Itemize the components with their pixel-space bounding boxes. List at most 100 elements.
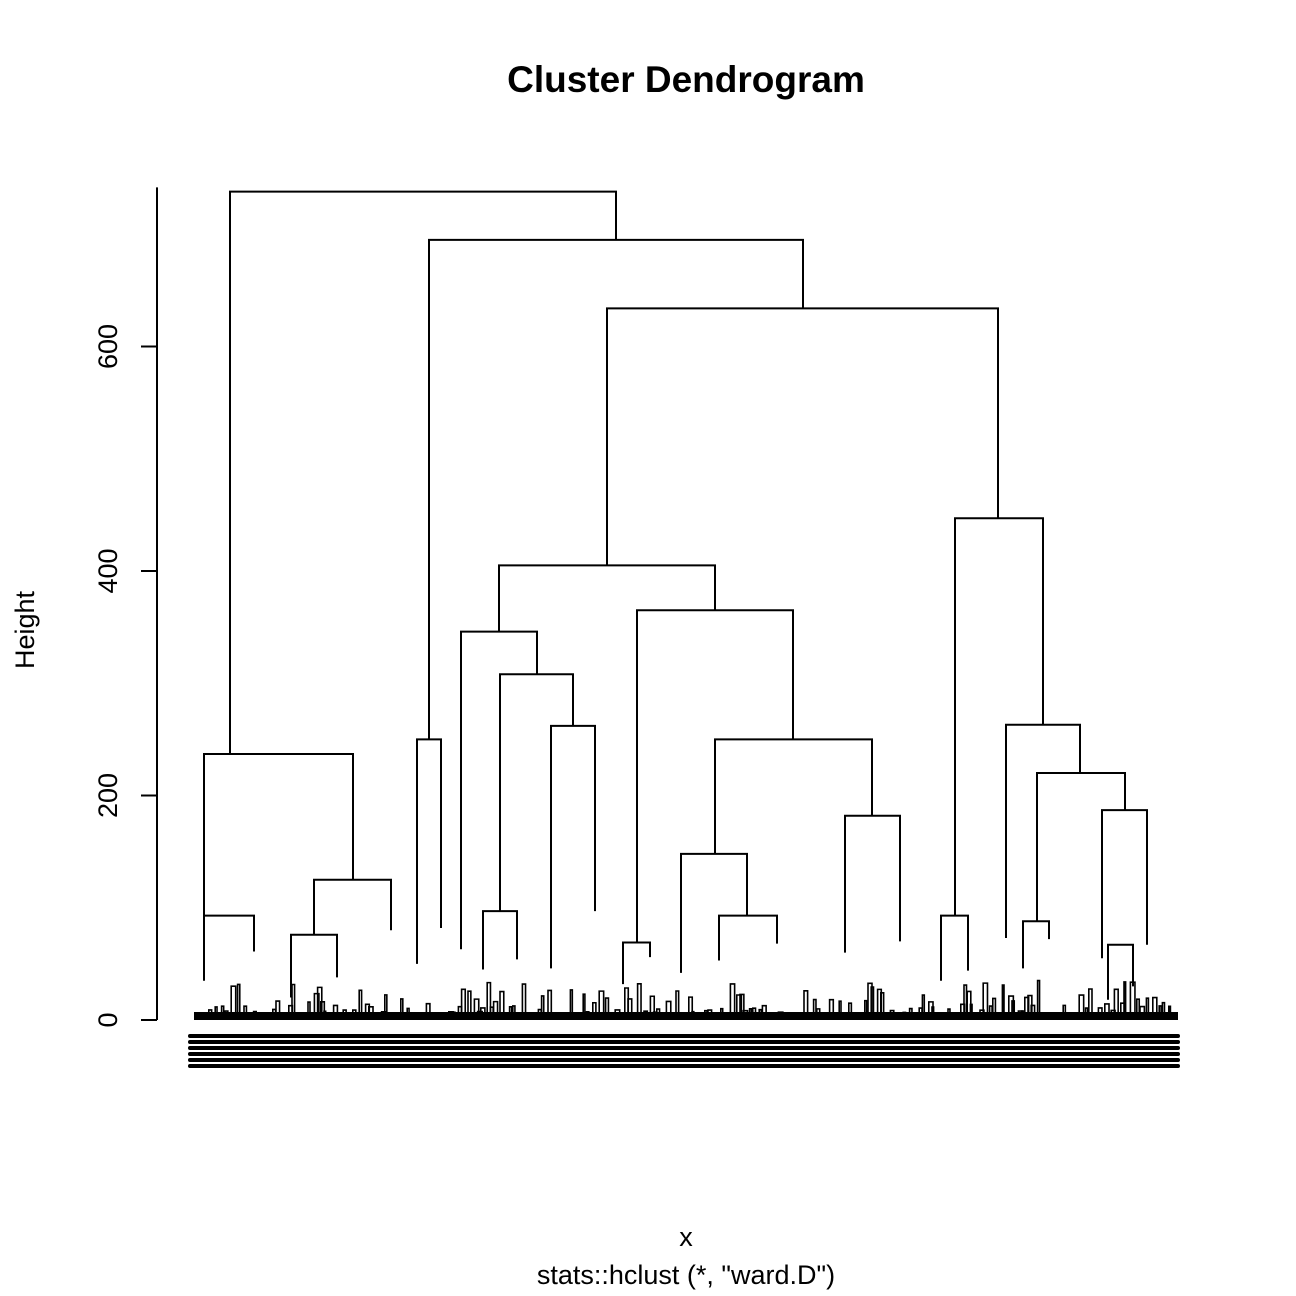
dendrogram-merge: [203, 914, 255, 981]
dendrogram-small-merge: [1011, 1000, 1016, 1016]
dendrogram-small-merge: [582, 993, 586, 1016]
dendrogram-merge: [1036, 772, 1126, 922]
y-tick-label: 600: [93, 324, 123, 369]
dendrogram-small-merge: [598, 990, 605, 1016]
dendrogram-small-merge: [511, 1005, 516, 1016]
dendrogram-small-merge: [220, 1005, 225, 1016]
dendrogram-small-merge: [649, 995, 656, 1016]
dendrogram-small-merge: [803, 989, 809, 1016]
dendrogram-merge: [606, 307, 999, 566]
dendrogram-merge: [482, 910, 518, 970]
dendrogram-small-merge: [838, 1000, 842, 1016]
dendrogram-small-merge: [291, 983, 296, 1016]
dendrogram-small-merge: [627, 998, 633, 1016]
dendrogram-small-merge: [739, 993, 745, 1016]
dendrogram-merge: [229, 190, 617, 754]
dendrogram-small-merge: [230, 985, 237, 1016]
dendrogram-small-merge: [1161, 1001, 1166, 1016]
leaf-label-band: [188, 1058, 1180, 1062]
dendrogram-small-merge: [828, 998, 835, 1016]
leaf-label-band: [188, 1064, 1180, 1068]
dendrogram-merge: [498, 564, 716, 632]
dendrogram-small-merge: [665, 1000, 672, 1016]
y-tick-label: 200: [93, 773, 123, 818]
dendrogram-small-merge: [275, 1000, 281, 1016]
dendrogram-small-merge: [1129, 981, 1136, 1016]
dendrogram-small-merge: [547, 989, 553, 1016]
leaf-labels: [188, 1034, 1180, 1068]
dendrogram-small-merge: [675, 990, 680, 1016]
chart-subtitle: stats::hclust (*, "ward.D"): [537, 1260, 835, 1290]
dendrogram-small-merge: [636, 983, 642, 1016]
dendrogram-small-merge: [460, 988, 467, 1016]
dendrogram-small-merge: [870, 986, 875, 1016]
dendrogram-small-merge: [969, 1003, 973, 1016]
dendrogram-small-merge: [492, 1000, 499, 1016]
dendrogram-small-merge: [243, 1005, 248, 1016]
dendrogram-small-merge: [992, 997, 997, 1016]
dendrogram-small-merge: [320, 1001, 326, 1016]
dendrogram-small-merge: [569, 989, 574, 1016]
dendrogram-small-merge: [604, 997, 610, 1016]
dendrogram-small-merge: [358, 989, 363, 1016]
dendrogram-small-merge: [400, 998, 404, 1016]
dendrogram-merge: [203, 752, 354, 916]
dendrogram-small-merge: [1113, 988, 1119, 1016]
dendrogram-merge: [499, 673, 574, 912]
dendrogram-merge: [622, 941, 651, 985]
dendrogram-merge: [954, 517, 1044, 916]
dendrogram-small-merge: [499, 990, 505, 1016]
dendrogram-merge: [940, 914, 969, 981]
dendrogram-merge: [718, 914, 778, 961]
dendrogram-small-merge: [1158, 1005, 1162, 1016]
leaf-label-band: [188, 1046, 1180, 1050]
dendrogram-small-merge: [1008, 995, 1015, 1016]
dendrogram-merge: [460, 630, 538, 950]
dendrogram-small-merge: [1097, 1007, 1103, 1016]
leaf-label-band: [188, 1052, 1180, 1056]
leaf-label-band: [188, 1034, 1180, 1038]
dendrogram-small-merge: [812, 998, 817, 1016]
dendrogram-small-merge: [508, 1006, 513, 1016]
chart-title: Cluster Dendrogram: [507, 59, 865, 100]
dendrogram-merge: [1101, 809, 1148, 959]
dendrogram-small-merge: [486, 981, 492, 1016]
dendrogram-small-merge: [921, 994, 926, 1016]
dendrogram-small-merge: [332, 1004, 339, 1016]
dendrogram-small-merge: [982, 982, 989, 1016]
dendrogram-small-merge: [736, 994, 743, 1016]
dendrogram-leaf-stubs: [194, 1012, 1178, 1020]
dendrogram-small-merge: [425, 1002, 431, 1016]
dendrogram-small-merge: [236, 983, 241, 1016]
dendrogram-small-merge: [313, 992, 320, 1016]
dendrogram-small-merge: [1062, 1004, 1067, 1016]
dendrogram-small-merge: [761, 1004, 767, 1016]
dendrogram-small-merge: [880, 992, 885, 1016]
dendrogram-merge: [844, 814, 901, 953]
dendrogram-merge: [550, 724, 596, 969]
dendrogram-merge: [313, 878, 392, 935]
dendrogram-small-merge: [214, 1006, 218, 1016]
dendrogram-small-merge: [540, 995, 545, 1016]
dendrogram-small-merge: [1104, 1003, 1110, 1016]
dendrogram-small-merge: [1168, 1005, 1172, 1016]
dendrogram-merge: [1022, 920, 1050, 969]
dendrogram-merge: [1107, 943, 1134, 1000]
dendrogram-small-merge: [473, 998, 480, 1016]
dendrogram-small-merge: [931, 1006, 935, 1016]
dendrogram-small-merge: [1123, 981, 1127, 1016]
dendrogram-small-merge: [848, 1002, 853, 1016]
dendrogram-merge: [428, 238, 804, 740]
dendrogram-small-merge: [1139, 1005, 1146, 1016]
dendrogram-small-merge: [480, 1007, 486, 1016]
dendrogram-small-merge: [1145, 997, 1150, 1016]
dendrogram-small-merge: [1088, 988, 1093, 1016]
dendrogram-merge: [636, 609, 794, 943]
dendrogram-merge: [680, 852, 748, 973]
dendrogram-merge: [714, 738, 873, 854]
dendrogram-small-merge: [1001, 984, 1005, 1016]
dendrogram-small-merge: [1030, 1004, 1036, 1016]
dendrogram-small-merge: [384, 994, 388, 1016]
dendrogram-small-merge: [1036, 979, 1041, 1016]
